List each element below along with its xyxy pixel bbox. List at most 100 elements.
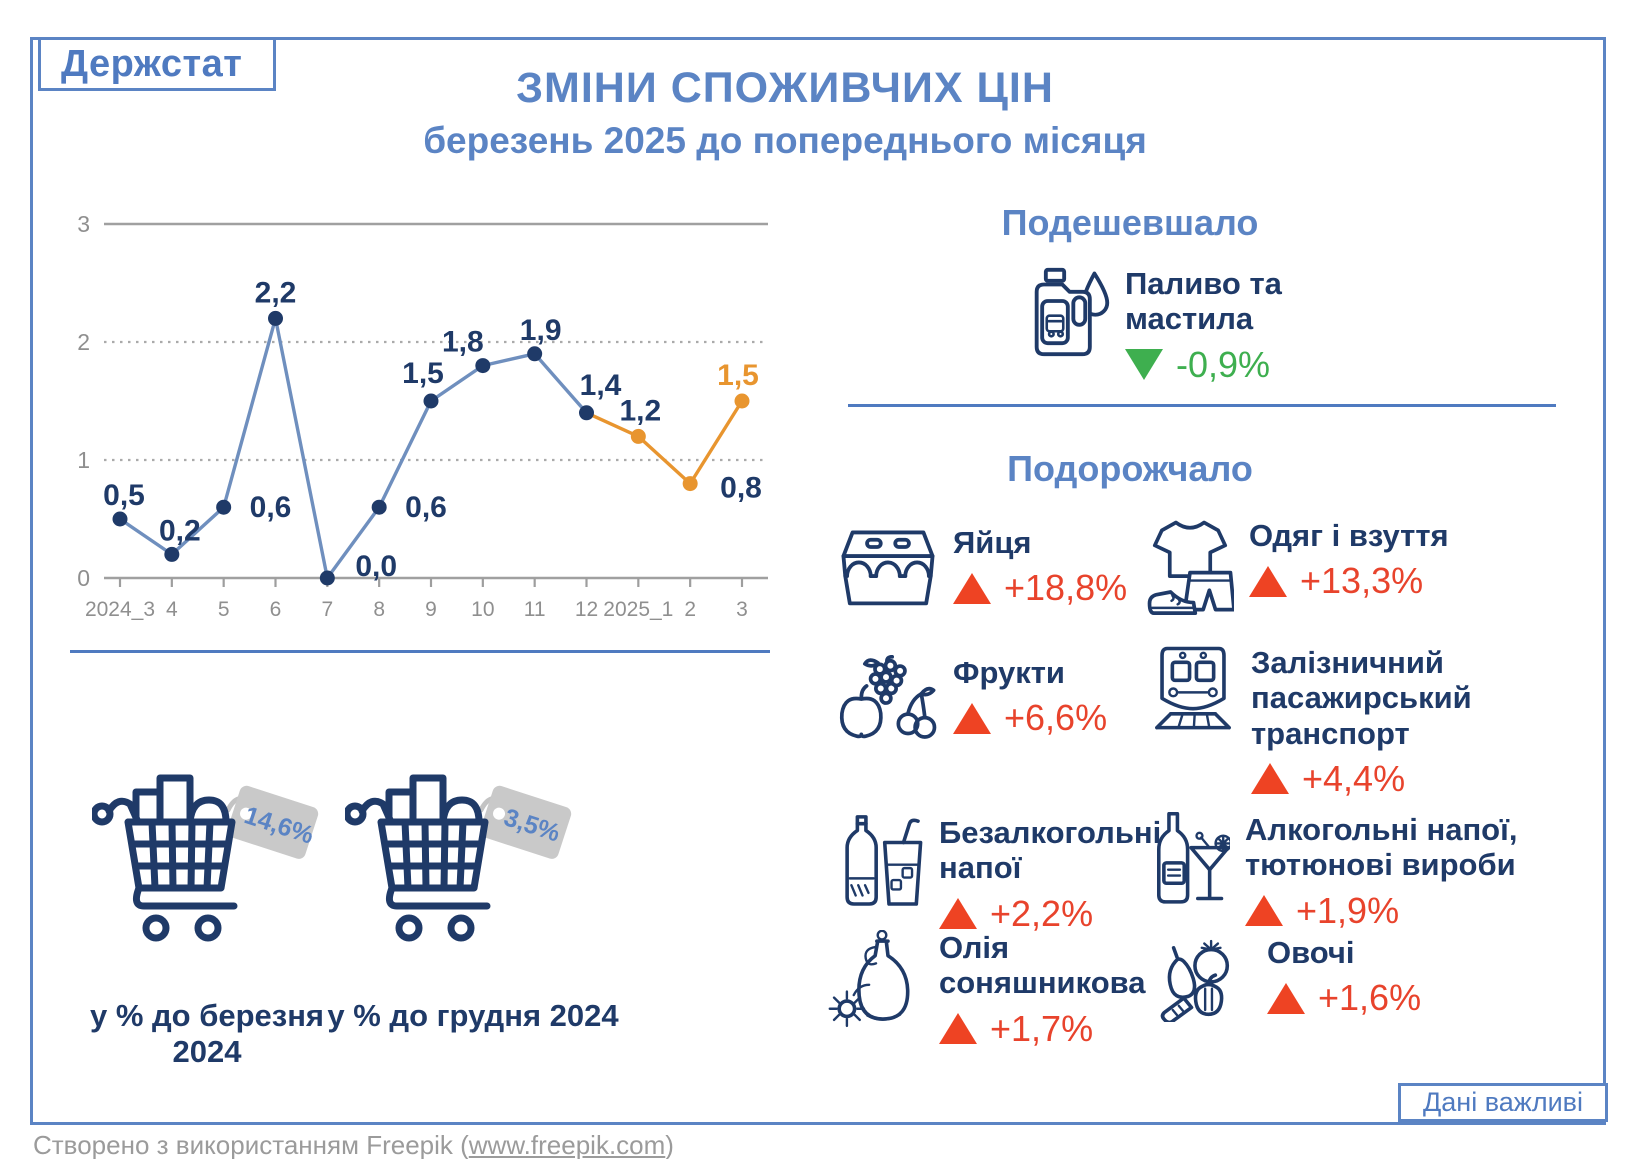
- item-value: +4,4%: [1302, 757, 1406, 799]
- svg-text:0: 0: [77, 565, 90, 591]
- shopping-cart-icon: 3,5%: [343, 774, 572, 942]
- pricier-item-vegetables: Овочі +1,6%: [1160, 935, 1421, 1022]
- increase-triangle-icon: [953, 572, 991, 604]
- cart-caption-march: у % до березня 2024: [89, 998, 325, 1069]
- svg-text:0,8: 0,8: [720, 472, 762, 505]
- vegetables-icon: [1160, 939, 1230, 1022]
- increase-triangle-icon: [1267, 982, 1305, 1014]
- clothing-icon: [1147, 520, 1234, 615]
- decrease-triangle-icon: [1125, 349, 1163, 381]
- cheaper-item-fuel: Паливо та мастила -0,9%: [1022, 266, 1282, 386]
- svg-text:2: 2: [77, 329, 90, 355]
- increase-triangle-icon: [1245, 895, 1283, 927]
- cart-figure-march: 14,6%: [90, 762, 322, 967]
- freepik-link[interactable]: www.freepik.com: [468, 1130, 666, 1159]
- svg-text:11: 11: [524, 598, 546, 621]
- item-label: Безалкогольні напої: [939, 815, 1162, 886]
- svg-text:1,5: 1,5: [717, 359, 759, 392]
- price-tag: 14,6%: [227, 785, 319, 859]
- svg-text:2: 2: [684, 598, 696, 621]
- fuel-canister-icon: [1034, 267, 1110, 357]
- svg-text:3: 3: [77, 211, 90, 237]
- data-badge: Дані важливі: [1398, 1083, 1608, 1122]
- item-label: Паливо та мастила: [1125, 266, 1282, 337]
- svg-text:7: 7: [321, 598, 333, 621]
- item-value: -0,9%: [1176, 343, 1271, 385]
- svg-text:2024_3: 2024_3: [85, 598, 155, 621]
- item-label: Алкогольні напої, тютюнові вироби: [1245, 812, 1518, 883]
- svg-text:0,5: 0,5: [103, 479, 145, 512]
- increase-triangle-icon: [1249, 565, 1287, 597]
- item-value: +2,2%: [990, 892, 1094, 934]
- left-divider: [70, 650, 770, 653]
- svg-text:2,2: 2,2: [255, 276, 297, 309]
- item-label: Залізничний пасажирський транспорт: [1251, 645, 1472, 751]
- svg-text:0,6: 0,6: [405, 491, 447, 524]
- svg-text:1,2: 1,2: [619, 394, 661, 427]
- svg-text:12: 12: [575, 598, 598, 621]
- increase-triangle-icon: [1251, 763, 1289, 795]
- cheaper-section-title: Подешевшало: [1001, 202, 1259, 243]
- svg-text:5: 5: [218, 598, 230, 621]
- pricier-item-alcohol-tobacco: Алкогольні напої, тютюнові вироби +1,9%: [1152, 812, 1517, 932]
- eggs-icon: [841, 530, 935, 606]
- svg-text:1,5: 1,5: [402, 357, 444, 390]
- pricier-item-fruits: Фрукти +6,6%: [834, 655, 1107, 745]
- sunflower-oil-icon: [828, 930, 910, 1028]
- item-label: Одяг і взуття: [1249, 518, 1449, 553]
- cart-figure-december: 3,5%: [343, 762, 575, 967]
- svg-text:9: 9: [425, 598, 437, 621]
- pricier-item-clothing: Одяг і взуття +13,3%: [1146, 518, 1449, 622]
- svg-text:0,6: 0,6: [250, 491, 292, 524]
- item-label: Яйця: [953, 525, 1032, 560]
- svg-text:8: 8: [373, 598, 385, 621]
- cpi-line-chart: 3 2 1 0 2024_3 4 5 6 7 8 9 10 11 12 2025_1 2 3 0,5 0,2 0,6 2…: [62, 188, 772, 648]
- item-value: +13,3%: [1300, 560, 1424, 602]
- pricier-item-sunflower-oil: Олія соняшникова +1,7%: [828, 930, 1146, 1050]
- credit-prefix: Створено з використанням Freepik (: [33, 1130, 469, 1159]
- item-value: +1,9%: [1296, 889, 1400, 931]
- derzhstat-logo: Держстат: [38, 37, 276, 91]
- page-subtitle: березень 2025 до попереднього місяця: [423, 120, 1147, 161]
- alcohol-icon: [1157, 812, 1230, 904]
- item-value: +18,8%: [1004, 567, 1128, 609]
- svg-text:1,9: 1,9: [520, 314, 562, 347]
- pricier-item-rail: Залізничний пасажирський транспорт +4,4%: [1150, 645, 1472, 800]
- svg-text:2025_1: 2025_1: [603, 598, 673, 621]
- price-tag: 3,5%: [480, 785, 572, 859]
- main-border-frame: [30, 37, 1606, 1125]
- page-title: ЗМІНИ СПОЖИВЧИХ ЦІН: [516, 64, 1054, 112]
- svg-text:1: 1: [77, 447, 90, 473]
- fruits-icon: [839, 655, 937, 739]
- soft-drinks-icon: [845, 815, 923, 906]
- svg-text:10: 10: [471, 598, 494, 621]
- svg-text:0,0: 0,0: [355, 550, 397, 583]
- svg-text:1,4: 1,4: [580, 369, 622, 402]
- svg-text:1,8: 1,8: [442, 326, 484, 359]
- pricier-item-soft-drinks: Безалкогольні напої +2,2%: [842, 815, 1161, 935]
- logo-text: Держстат: [61, 42, 243, 85]
- svg-text:6: 6: [270, 598, 282, 621]
- train-icon: [1155, 646, 1231, 730]
- item-value: +6,6%: [1004, 697, 1108, 739]
- freepik-credit: Створено з використанням Freepik (www.fr…: [33, 1130, 674, 1159]
- pricier-section-title: Подорожчало: [1007, 448, 1253, 489]
- right-divider: [848, 404, 1556, 407]
- increase-triangle-icon: [939, 898, 977, 930]
- svg-text:4: 4: [166, 598, 178, 621]
- item-label: Овочі: [1267, 935, 1355, 970]
- item-label: Фрукти: [953, 655, 1065, 690]
- cart-caption-december: у % до грудня 2024: [327, 998, 619, 1033]
- svg-text:0,2: 0,2: [159, 514, 201, 547]
- shopping-cart-icon: 14,6%: [90, 774, 319, 942]
- increase-triangle-icon: [953, 702, 991, 734]
- item-label: Олія соняшникова: [939, 930, 1146, 1001]
- svg-text:3: 3: [736, 598, 748, 621]
- pricier-item-eggs: Яйця +18,8%: [838, 525, 1127, 609]
- data-badge-label: Дані важливі: [1422, 1087, 1583, 1117]
- item-value: +1,6%: [1318, 977, 1422, 1019]
- increase-triangle-icon: [939, 1013, 977, 1045]
- credit-suffix: ): [665, 1130, 674, 1159]
